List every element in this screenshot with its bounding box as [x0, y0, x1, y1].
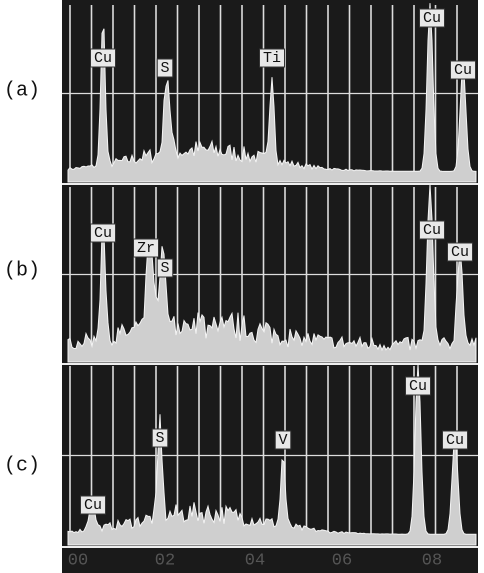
peak-box	[90, 223, 116, 243]
screen	[62, 0, 478, 573]
peak-box	[405, 376, 431, 396]
peak-box	[419, 8, 445, 28]
x-axis-label: 08	[422, 551, 442, 570]
peak-tag: Ti	[259, 48, 285, 68]
peak-tag: S	[151, 428, 169, 448]
peak-box	[450, 60, 476, 80]
peak-label: Cu	[94, 225, 112, 242]
peak-tag: V	[274, 430, 292, 450]
peak-label: Cu	[454, 62, 472, 79]
peak-label: S	[160, 60, 169, 77]
spectrum	[67, 364, 477, 546]
peak-tag: Cu	[447, 242, 473, 262]
peak-tag: Cu	[450, 60, 476, 80]
peak-tag: Cu	[80, 495, 106, 515]
panel-label: (b)	[4, 259, 40, 282]
peak-tag: S	[156, 58, 174, 78]
peak-tag: Cu	[90, 48, 116, 68]
x-axis-label: 00	[68, 551, 88, 570]
panel-label: (c)	[4, 454, 40, 477]
x-axis-label: 04	[245, 551, 265, 570]
peak-tag: Zr	[133, 238, 159, 258]
peak-tag: Cu	[419, 220, 445, 240]
peak-box	[259, 48, 285, 68]
peak-label: Cu	[446, 432, 464, 449]
panel-label: (a)	[4, 79, 40, 102]
peak-box	[80, 495, 106, 515]
peak-box	[151, 428, 169, 448]
peak-label: V	[278, 432, 287, 449]
peak-label: Zr	[137, 240, 155, 257]
peak-box	[442, 430, 468, 450]
peak-tag: Cu	[442, 430, 468, 450]
peak-box	[419, 220, 445, 240]
peak-label: Cu	[423, 10, 441, 27]
peak-box	[90, 48, 116, 68]
peak-box	[133, 238, 159, 258]
spectrum	[67, 184, 477, 363]
peak-box	[447, 242, 473, 262]
peak-box	[156, 258, 174, 278]
peak-tag: Cu	[405, 376, 431, 396]
peak-label: Cu	[84, 497, 102, 514]
peak-box	[274, 430, 292, 450]
peak-tag: Cu	[90, 223, 116, 243]
peak-box	[156, 58, 174, 78]
peak-label: Cu	[409, 378, 427, 395]
peak-label: S	[155, 430, 164, 447]
peak-label: Cu	[94, 50, 112, 67]
peak-label: Ti	[263, 50, 281, 67]
x-axis-label: 06	[332, 551, 352, 570]
peak-label: Cu	[451, 244, 469, 261]
peak-tag: Cu	[419, 8, 445, 28]
spectrum	[67, 3, 477, 183]
peak-label: S	[160, 260, 169, 277]
x-axis-label: 02	[155, 551, 175, 570]
peak-tag: S	[156, 258, 174, 278]
peak-label: Cu	[423, 222, 441, 239]
